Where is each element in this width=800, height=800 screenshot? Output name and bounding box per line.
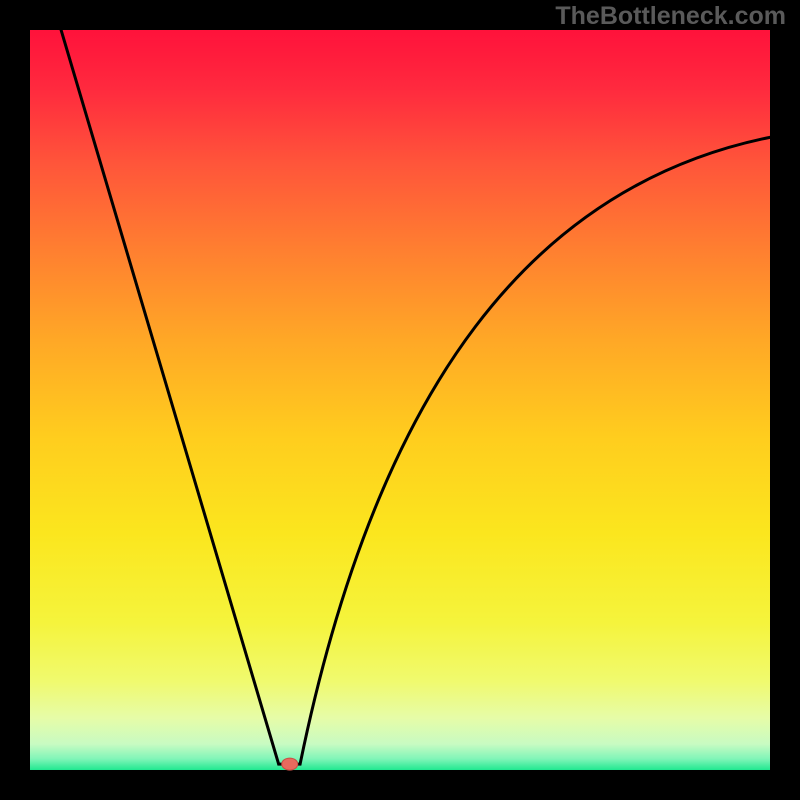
optimum-marker — [282, 758, 298, 770]
chart-container: TheBottleneck.com — [0, 0, 800, 800]
watermark-text: TheBottleneck.com — [555, 2, 786, 31]
v-curve-path — [61, 30, 770, 764]
bottleneck-curve — [0, 0, 800, 800]
